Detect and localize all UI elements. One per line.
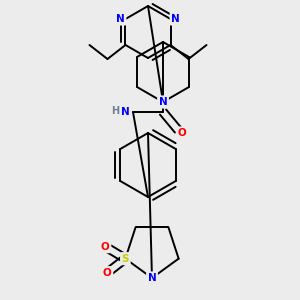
Text: N: N	[121, 107, 129, 117]
Text: N: N	[171, 14, 180, 24]
Text: N: N	[116, 14, 125, 24]
Text: H: H	[111, 106, 119, 116]
Text: O: O	[103, 268, 112, 278]
Text: O: O	[101, 242, 110, 252]
Text: O: O	[178, 128, 186, 138]
Text: N: N	[148, 273, 156, 283]
Text: N: N	[159, 97, 167, 107]
Text: S: S	[122, 254, 129, 264]
